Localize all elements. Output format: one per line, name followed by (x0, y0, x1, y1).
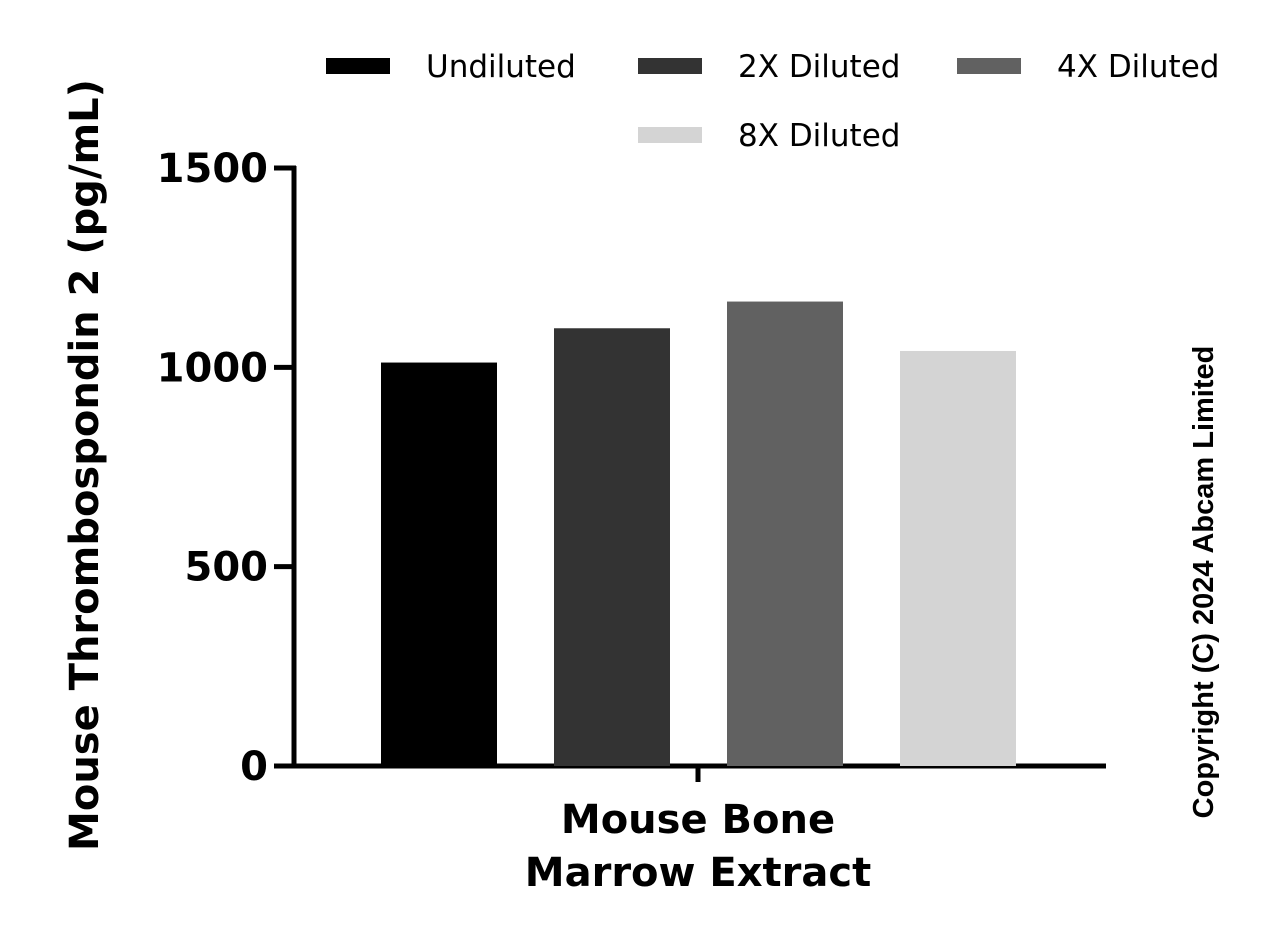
y-tick-label: 1500 (157, 146, 268, 192)
legend-swatch (326, 58, 390, 74)
legend-item: 2X Diluted (638, 49, 900, 85)
legend-item: 8X Diluted (638, 118, 900, 154)
bar-2x-diluted (554, 328, 670, 766)
y-tick-label: 0 (240, 744, 268, 790)
legend-label: 4X Diluted (1057, 49, 1219, 85)
x-category-label-line: Mouse Bone (561, 797, 835, 843)
bar-8x-diluted (900, 350, 1016, 766)
legend-label: 2X Diluted (738, 49, 900, 85)
legend-swatch (957, 58, 1021, 74)
legend-item: 4X Diluted (957, 49, 1219, 85)
chart-legend: Undiluted 2X Diluted 4X Diluted 8X Diluted (326, 49, 1219, 154)
copyright-notice: Copyright (C) 2024 Abcam Limited (1188, 346, 1220, 819)
x-tick-labels: Mouse Bone Marrow Extract (525, 797, 871, 896)
legend-label: 8X Diluted (738, 118, 900, 154)
x-axis (274, 763, 1106, 782)
legend-label: Undiluted (426, 49, 576, 85)
y-tick-label: 1000 (157, 345, 268, 391)
bar-4x-diluted (727, 301, 843, 766)
y-axis: 0 500 1000 1500 (157, 146, 297, 790)
y-axis-title: Mouse Thrombospondin 2 (pg/mL) (62, 79, 108, 851)
x-category-label-line: Marrow Extract (525, 850, 871, 896)
legend-swatch (638, 127, 702, 143)
bar-undiluted (381, 362, 497, 766)
legend-swatch (638, 58, 702, 74)
bar-series-group (381, 301, 1016, 766)
y-tick-label: 500 (185, 545, 269, 591)
legend-item: Undiluted (326, 49, 576, 85)
